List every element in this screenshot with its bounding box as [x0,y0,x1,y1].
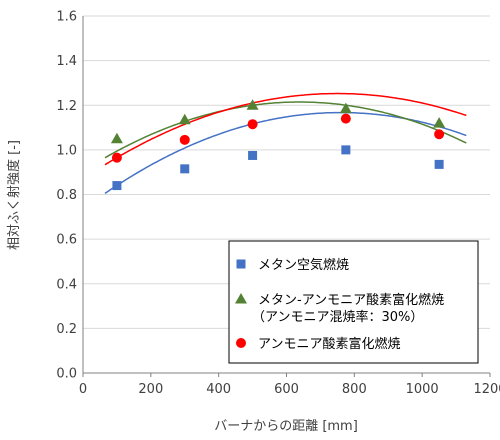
point-series-1-0 [110,132,123,144]
legend-label-methane-ammonia-ratio: （アンモニア混焼率：30%） [252,309,423,325]
y-tick-label-0: 0.0 [56,367,77,382]
legend-marker-series-2 [236,338,246,348]
y-tick-label-8: 1.6 [56,10,77,25]
y-tick-label-4: 0.8 [56,188,77,203]
x-tick-label-6: 1200 [473,382,500,397]
point-series-2-0 [111,152,122,163]
y-axis-title: 相対ふく射強度 [-] [6,140,22,250]
point-series-0-1 [180,164,190,174]
point-series-1-1 [178,113,191,125]
x-tick-label-0: 0 [79,382,87,397]
fit-curves [104,92,467,195]
axes [82,16,491,377]
legend-label-methane-air: メタン空気燃焼 [258,257,349,273]
legend: メタン空気燃焼 メタン-アンモニア酸素富化燃焼 （アンモニア混焼率：30%） ア… [228,240,479,364]
fit-curve-series-2 [104,92,467,166]
fit-curve-series-1 [104,101,467,159]
point-series-2-3 [340,113,351,124]
x-tick-labels: 0 200 400 600 800 1000 1200 [79,382,500,397]
x-tick-label-3: 600 [274,382,299,397]
x-axis-title: バーナからの距離 [mm] [214,419,358,434]
legend-box [228,240,479,364]
y-tick-label-1: 0.2 [56,322,77,337]
point-series-2-2 [247,119,258,130]
y-tick-label-7: 1.4 [56,54,77,69]
point-series-0-0 [112,181,122,191]
y-tick-label-5: 1.0 [56,143,77,158]
legend-markers [235,259,247,348]
x-tick-label-1: 200 [138,382,163,397]
y-tick-label-6: 1.2 [56,99,77,114]
legend-label-ammonia-oxy: アンモニア酸素富化燃焼 [258,336,400,352]
y-tick-label-2: 0.4 [56,277,77,292]
point-series-0-4 [434,159,444,169]
point-series-2-1 [179,134,190,145]
x-tick-label-5: 1000 [406,382,439,397]
point-series-0-2 [248,150,258,160]
legend-marker-series-1 [235,293,247,304]
point-series-2-4 [434,129,445,140]
y-tick-labels: 0.0 0.2 0.4 0.6 0.8 1.0 1.2 1.4 1.6 [56,10,77,382]
data-points [110,99,446,191]
legend-label-methane-ammonia: メタン-アンモニア酸素富化燃焼 [258,292,444,308]
y-tick-label-3: 0.6 [56,233,77,248]
point-series-0-3 [341,145,351,155]
x-tick-label-4: 800 [342,382,367,397]
legend-marker-series-0 [236,259,246,269]
point-series-1-4 [433,117,446,128]
point-series-1-2 [246,99,259,110]
point-series-1-3 [339,102,352,114]
x-tick-label-2: 400 [206,382,231,397]
